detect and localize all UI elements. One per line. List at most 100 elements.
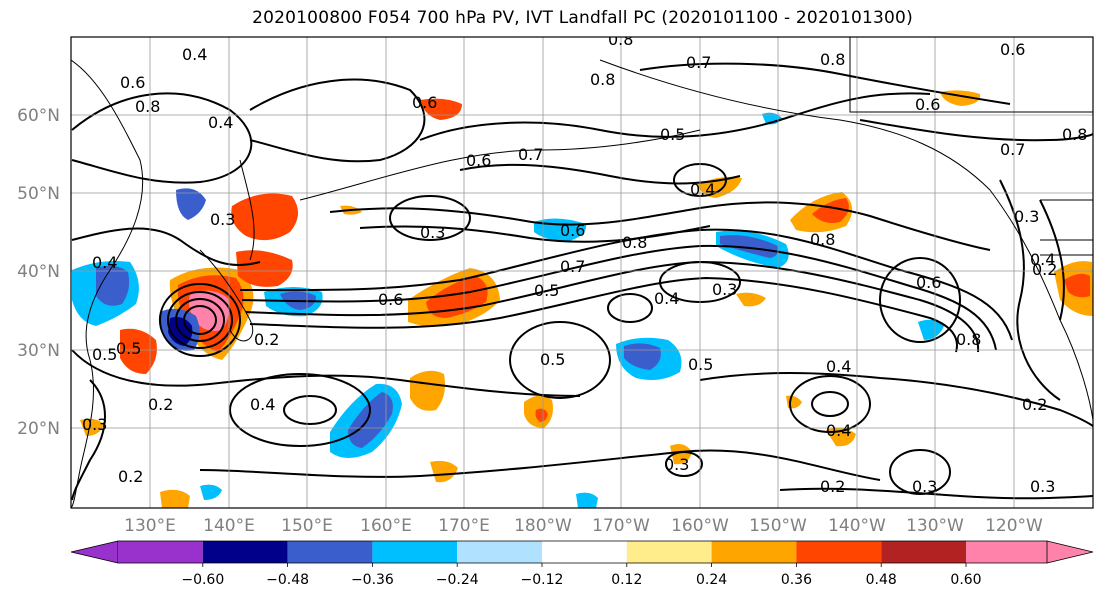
shade-blue-sw <box>200 484 222 500</box>
colorbar-tick-label: 0.24 <box>696 572 727 588</box>
colorbar-bin <box>881 541 966 563</box>
clabel: 0.2 <box>118 467 143 486</box>
clabel: 0.5 <box>660 125 685 144</box>
lat-label: 20°N <box>17 419 60 439</box>
colorbar-extend-left <box>70 540 119 564</box>
contour-jet-6 <box>359 225 711 243</box>
coast-alaska <box>599 59 1093 421</box>
contour-w-a <box>71 227 261 266</box>
contour-coast-b <box>1039 199 1065 321</box>
contour-ring-m2 <box>229 373 371 447</box>
map-title: 2020100800 F054 700 hPa PV, IVT Landfall… <box>252 8 913 28</box>
shade-orange-s2 <box>670 444 692 465</box>
clabel: 0.4 <box>208 113 233 132</box>
clabel: 0.8 <box>622 233 647 252</box>
contour-n-d <box>859 119 1093 142</box>
colorbar-extend-right <box>1046 540 1094 564</box>
longitude-labels: 130°E 140°E 150°E 160°E 170°E 180°W 170°… <box>124 516 1043 536</box>
clabel: 0.5 <box>540 350 565 369</box>
coastlines <box>71 37 1093 508</box>
clabel: 0.3 <box>1014 207 1039 226</box>
clabel: 0.8 <box>135 97 160 116</box>
clabel: 0.6 <box>378 290 403 309</box>
contour-ring-e2 <box>879 257 961 343</box>
lon-label: 140°W <box>828 516 886 536</box>
shade-orange-sub1 <box>410 370 445 411</box>
colorbar: −0.60 −0.48 −0.36 −0.24 −0.12 0.12 0.24 … <box>70 540 1094 588</box>
colorbar-ticks <box>202 563 967 567</box>
contour-jet-1 <box>239 228 1013 341</box>
colorbar-bin <box>626 541 712 563</box>
clabel: 0.8 <box>820 50 845 69</box>
contour-jet-2 <box>241 244 997 351</box>
colorbar-outline <box>118 540 1047 564</box>
clabel: 0.5 <box>116 339 141 358</box>
contour-jet-3 <box>245 260 980 353</box>
colorbar-tick-label: −0.12 <box>521 572 564 588</box>
contour-w-b <box>71 379 106 501</box>
colorbar-bin <box>457 541 542 563</box>
contour-cyclone-2 <box>175 298 225 342</box>
lon-label: 180°W <box>514 516 572 536</box>
contour-n-a <box>419 92 931 141</box>
lat-label: 60°N <box>17 106 60 126</box>
contour-ring-m5 <box>811 391 849 417</box>
contour-south-b <box>199 449 881 481</box>
clabel: 0.2 <box>148 395 173 414</box>
clabel: 0.3 <box>912 477 937 496</box>
map-frame <box>70 36 1094 509</box>
shade-blue-west3 <box>176 188 206 220</box>
clabel: 0.3 <box>210 210 235 229</box>
colorbar-tick-label: −0.48 <box>266 572 309 588</box>
colorbar-tick-label: 0.60 <box>950 572 981 588</box>
coast-asia <box>71 59 144 508</box>
colorbar-bin <box>966 541 1047 563</box>
contour-ring-s3 <box>607 293 653 323</box>
clabel: 0.2 <box>820 477 845 496</box>
colorbar-bin <box>202 541 288 563</box>
contour-south-a <box>71 349 581 397</box>
shade-blue-east <box>918 319 944 340</box>
clabel: 0.2 <box>254 330 279 349</box>
contour-jet-4 <box>249 276 958 353</box>
clabel: 0.4 <box>250 395 275 414</box>
clabel: 0.8 <box>1062 125 1087 144</box>
clabel: 0.8 <box>810 230 835 249</box>
clabel: 0.4 <box>1030 250 1055 269</box>
coast-nam <box>849 37 1093 113</box>
contour-ring-n1 <box>389 195 471 241</box>
clabel: 0.8 <box>956 330 981 349</box>
clabel: 0.4 <box>690 180 715 199</box>
shade-orange-nw3 <box>120 328 157 374</box>
colorbar-bin <box>796 541 882 563</box>
lon-label: 130°E <box>124 516 176 536</box>
colorbar-bin <box>118 541 203 563</box>
contour-n-c <box>639 62 1011 105</box>
clabel: 0.6 <box>466 151 491 170</box>
shade-red-sub2 <box>535 408 548 422</box>
lat-label: 50°N <box>17 184 60 204</box>
clabel: 0.2 <box>1032 260 1057 279</box>
colorbar-tick-label: 0.36 <box>781 572 812 588</box>
shade-blue-west2 <box>96 265 130 306</box>
clabel: 0.6 <box>1000 40 1025 59</box>
shade-orange-coast2 <box>1064 273 1090 298</box>
contour-south-d <box>779 487 1093 500</box>
clabel: 0.4 <box>92 253 117 272</box>
graticule <box>71 37 1093 508</box>
clabel: 0.6 <box>412 93 437 112</box>
shade-blue-subtrop2 <box>348 392 393 448</box>
lon-label: 140°E <box>203 516 255 536</box>
lat-label: 30°N <box>17 341 60 361</box>
lon-label: 160°W <box>671 516 729 536</box>
clabel: 0.8 <box>608 30 633 49</box>
shade-orange-sw1 <box>80 418 104 436</box>
contour-coast-a <box>999 179 1061 401</box>
contour-nw-b <box>249 78 426 163</box>
clabel: 0.5 <box>92 345 117 364</box>
clabel: 0.4 <box>826 357 851 376</box>
clabel: 0.4 <box>654 289 679 308</box>
shade-blue-jet2 <box>720 235 779 258</box>
contour-cyclone-1 <box>167 291 233 349</box>
colorbar-bin <box>711 541 797 563</box>
